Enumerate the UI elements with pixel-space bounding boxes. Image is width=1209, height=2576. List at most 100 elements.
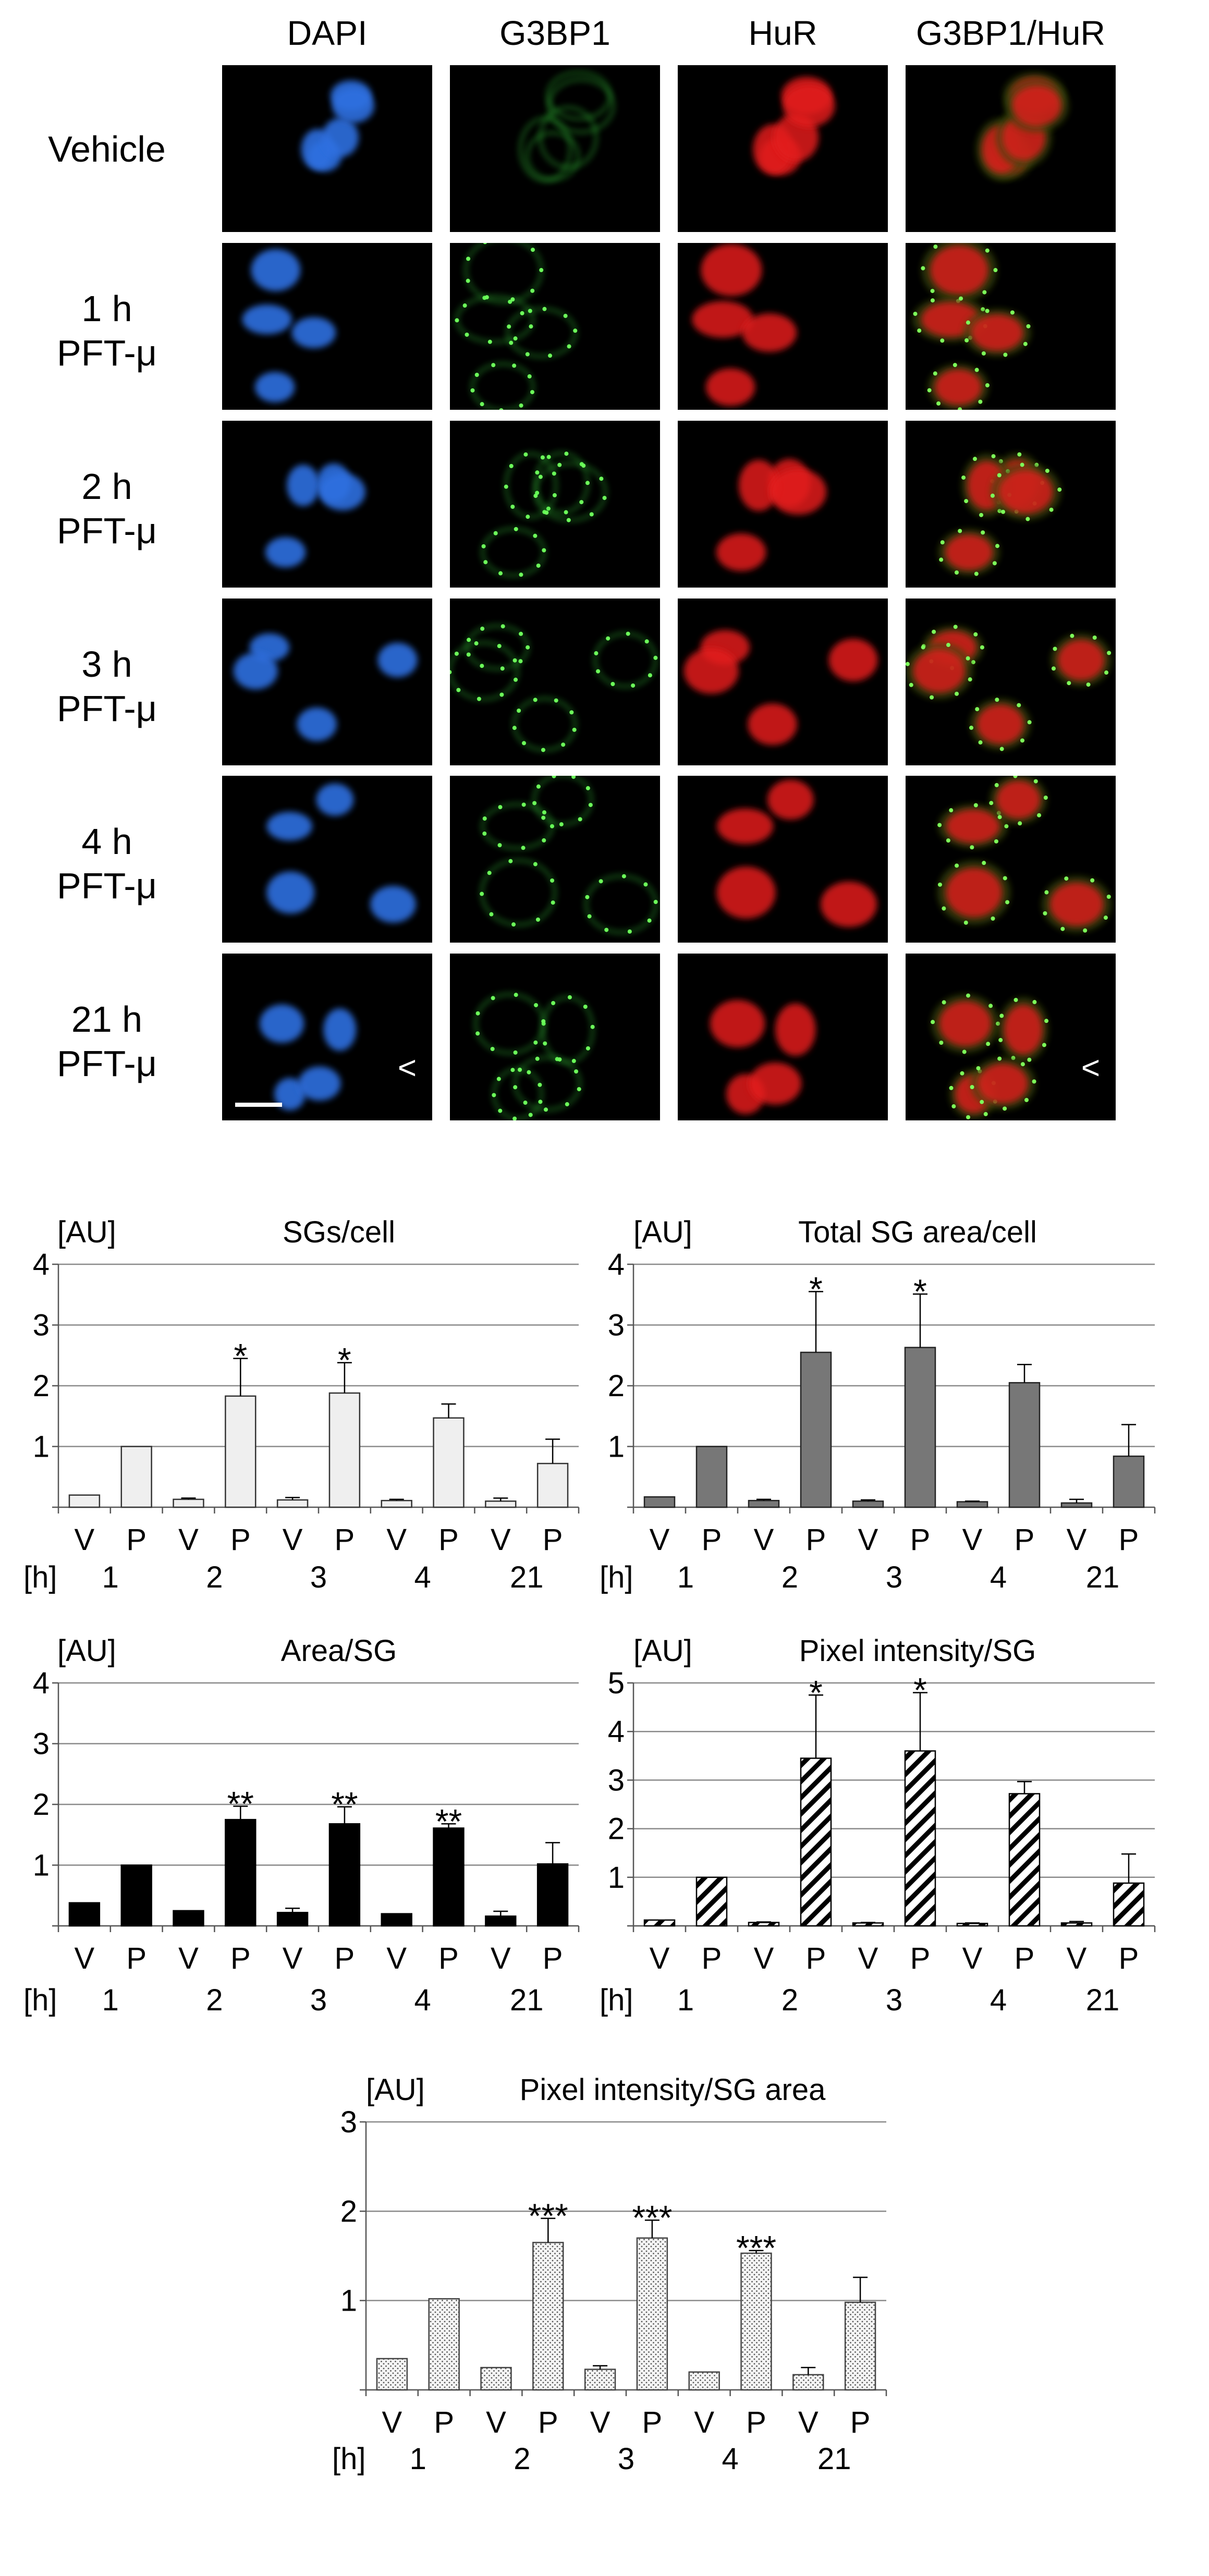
x-group-label: 4 (990, 1983, 1007, 2017)
micrograph-tile-r3-c1 (450, 599, 660, 765)
bar (636, 2237, 668, 2391)
y-tick-label: 1 (340, 2284, 357, 2318)
bar (904, 1347, 936, 1508)
x-group-label: 4 (414, 1983, 431, 2017)
x-category-label: P (850, 2406, 871, 2439)
x-category-label: V (491, 1523, 511, 1557)
micrograph-tile-r0-c1 (450, 65, 660, 232)
chart-title: Pixel intensity/SG (799, 1634, 1036, 1668)
bar (485, 1500, 517, 1508)
x-category-label: V (590, 2406, 610, 2439)
bar (643, 1919, 676, 1927)
x-category-label: P (1015, 1942, 1035, 1975)
micrograph-tile-r4-c2 (678, 776, 888, 943)
x-axis-label: [h] (600, 1560, 633, 1594)
bar (428, 2298, 460, 2391)
bar (852, 1500, 884, 1508)
x-group-label: 2 (206, 1983, 223, 2017)
bar (381, 1913, 412, 1927)
y-tick-label: 4 (33, 1666, 50, 1700)
x-group-label: 4 (990, 1560, 1007, 1594)
x-category-label: V (754, 1942, 774, 1975)
x-group-label: 2 (781, 1983, 798, 2017)
x-group-label: 4 (414, 1560, 431, 1594)
bar (800, 1351, 832, 1508)
x-group-label: 3 (886, 1983, 902, 2017)
significance-marker: ** (227, 1784, 254, 1823)
x-category-label: V (178, 1942, 199, 1975)
micrograph-tile-r2-c0 (222, 421, 432, 588)
x-axis-label: [h] (600, 1983, 633, 2017)
x-category-label: P (538, 2406, 558, 2439)
x-category-label: V (386, 1942, 407, 1975)
x-category-label: V (754, 1523, 774, 1557)
bar (328, 1392, 361, 1508)
micrograph-tile-r1-c1 (450, 243, 660, 410)
y-tick-label: 1 (33, 1849, 50, 1883)
chart-title: Area/SG (281, 1634, 397, 1668)
micrograph-tile-r3-c2 (678, 599, 888, 765)
x-category-label: V (694, 2406, 714, 2439)
micrograph-tile-r4-c0 (222, 776, 432, 943)
bar (480, 2366, 512, 2391)
bar (584, 2369, 616, 2391)
row-label-0: Vehicle (48, 129, 166, 169)
significance-marker: * (338, 1341, 351, 1379)
bar (276, 1912, 309, 1927)
x-category-label: P (702, 1942, 722, 1975)
x-category-label: P (230, 1942, 251, 1975)
x-category-label: V (962, 1523, 983, 1557)
x-category-label: V (75, 1523, 95, 1557)
micrograph-tile-r5-c3: < (906, 954, 1116, 1120)
bar (956, 1923, 988, 1927)
x-category-label: V (75, 1942, 95, 1975)
x-category-label: V (178, 1523, 199, 1557)
x-category-label: P (543, 1942, 563, 1975)
bar (120, 1446, 152, 1508)
bar (381, 1499, 412, 1508)
x-category-label: V (858, 1942, 878, 1975)
x-group-label: 2 (514, 2442, 530, 2476)
x-group-label: 21 (817, 2442, 851, 2476)
micrograph-tile-r2-c3 (906, 421, 1116, 588)
bar (643, 1496, 676, 1508)
y-tick-label: 1 (608, 1861, 625, 1895)
x-category-label: P (1119, 1942, 1139, 1975)
x-category-label: V (650, 1942, 670, 1975)
significance-marker: * (234, 1337, 247, 1375)
significance-marker: ** (435, 1802, 462, 1840)
y-tick-label: 2 (608, 1369, 625, 1403)
y-tick-label: 1 (608, 1430, 625, 1464)
y-tick-label: 1 (33, 1430, 50, 1464)
x-category-label: V (1067, 1523, 1087, 1557)
bar (1060, 1502, 1093, 1508)
column-header-1: G3BP1 (499, 14, 610, 52)
x-category-label: P (1119, 1523, 1139, 1557)
bar (225, 1395, 257, 1508)
significance-marker: * (913, 1272, 927, 1311)
significance-marker: * (809, 1269, 823, 1308)
micrograph-tile-r0-c0 (222, 65, 432, 232)
x-group-label: 1 (677, 1983, 694, 2017)
x-group-label: 1 (102, 1983, 119, 2017)
y-tick-label: 2 (340, 2194, 357, 2228)
x-category-label: P (543, 1523, 563, 1557)
bar (695, 1446, 728, 1508)
y-tick-label: 4 (608, 1248, 625, 1281)
micrograph-tile-r5-c2 (678, 954, 888, 1120)
x-group-label: 1 (102, 1560, 119, 1594)
x-category-label: P (910, 1523, 931, 1557)
y-tick-label: 2 (608, 1812, 625, 1846)
x-category-label: P (335, 1942, 355, 1975)
x-group-label: 2 (781, 1560, 798, 1594)
bar (956, 1501, 988, 1508)
x-group-label: 21 (1086, 1983, 1120, 2017)
bar (748, 1499, 780, 1508)
y-axis-label: [AU] (633, 1215, 692, 1249)
bar (852, 1922, 884, 1927)
bar (1008, 1793, 1041, 1927)
